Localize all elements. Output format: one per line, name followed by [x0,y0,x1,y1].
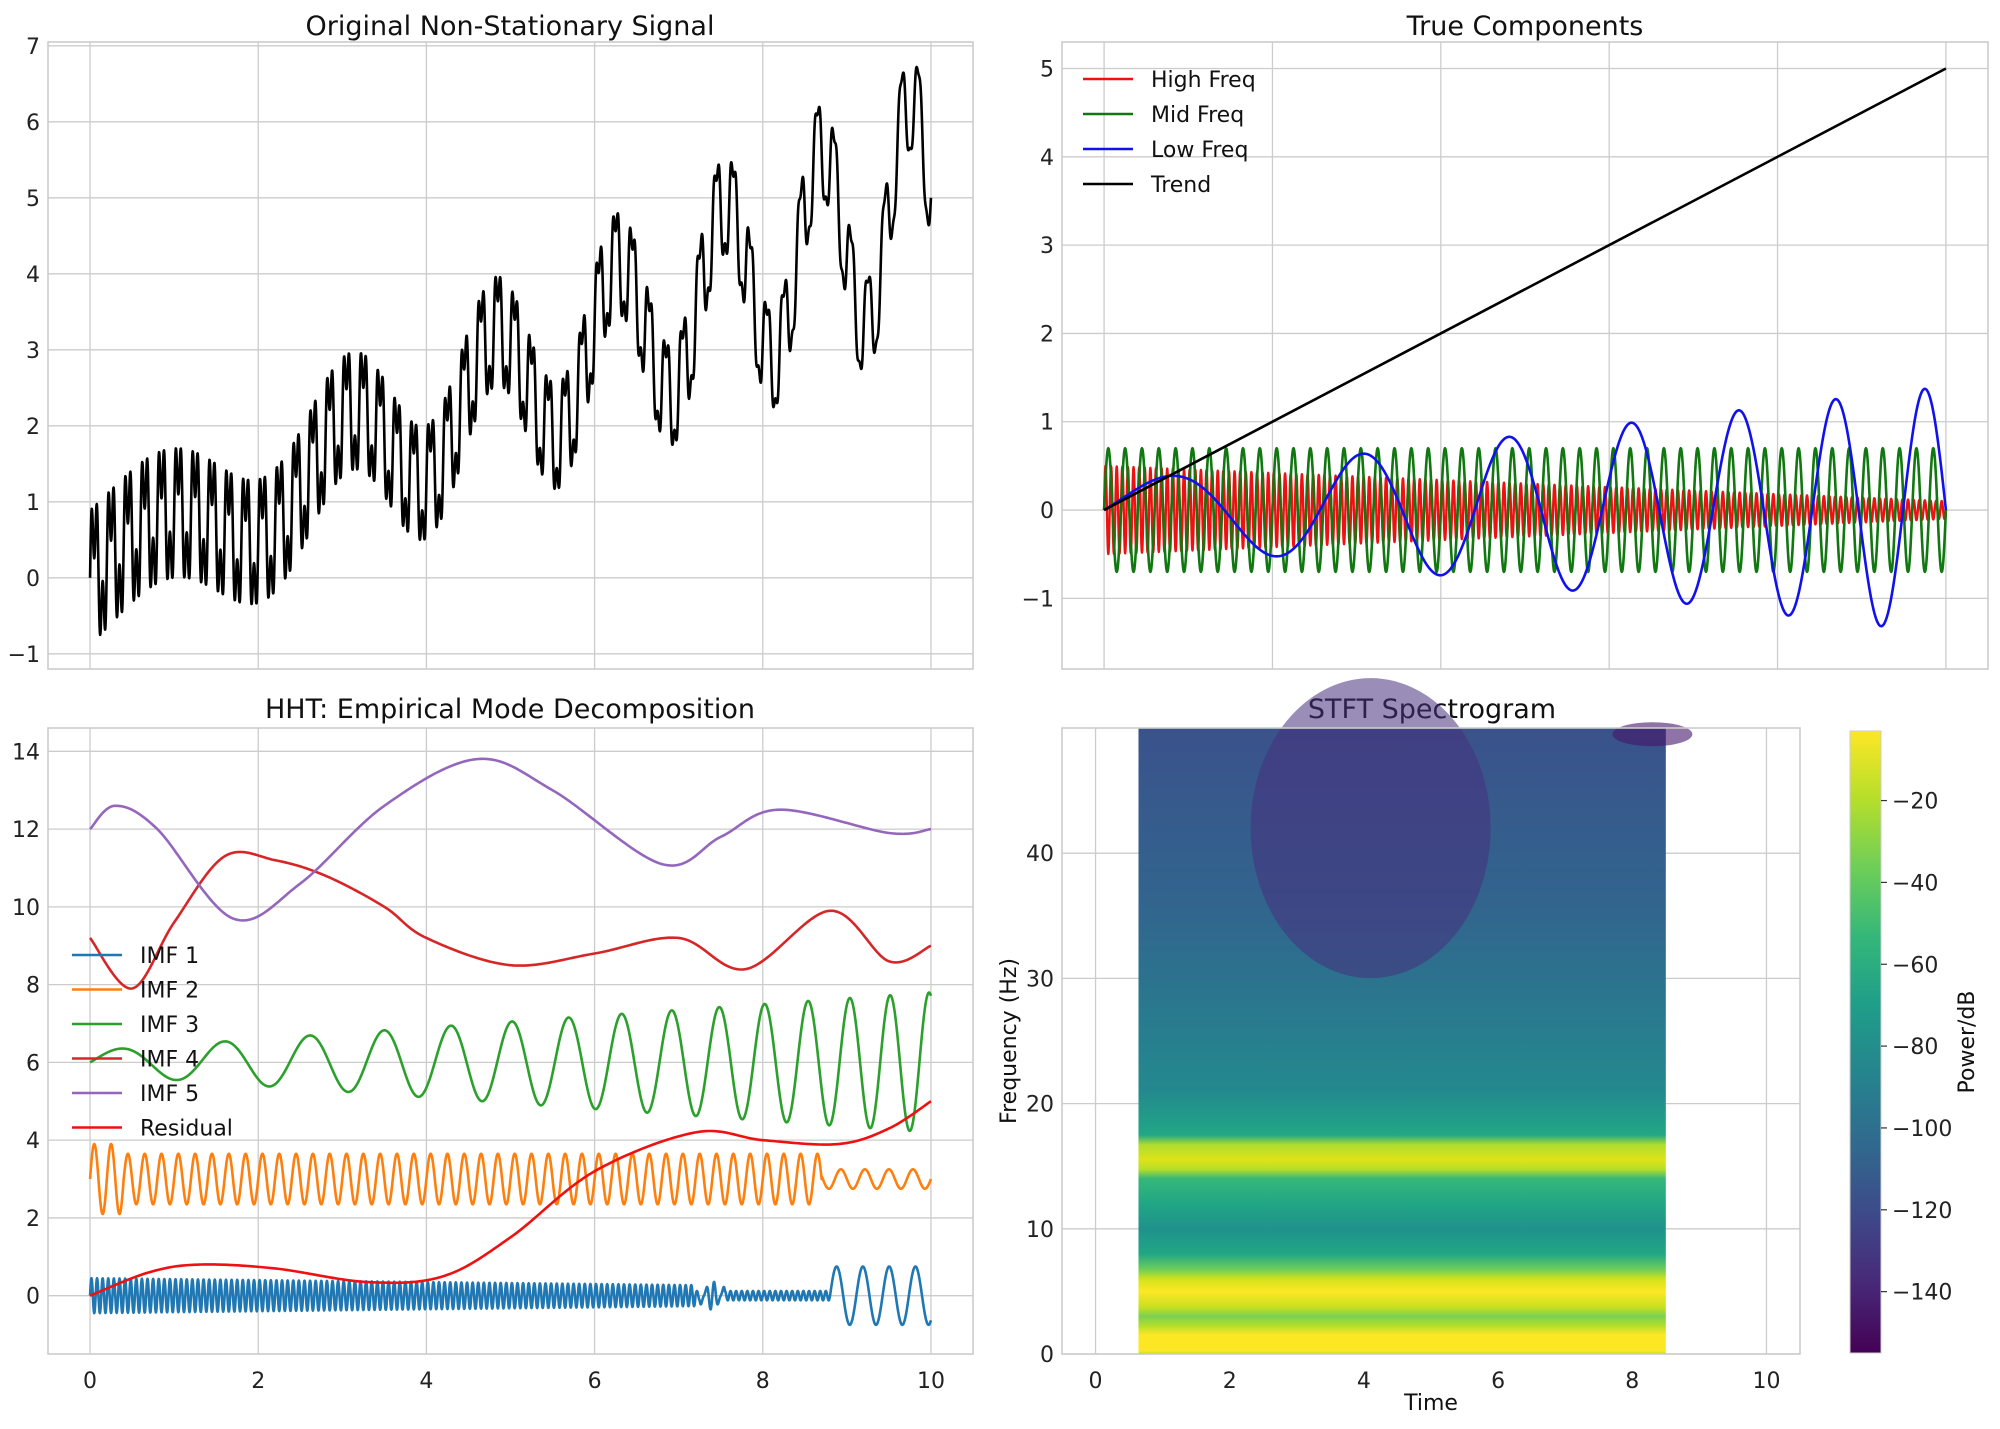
y-tick-label: 40 [1026,842,1054,867]
y-tick-label: −1 [1022,587,1054,612]
imf3-line [89,991,933,1133]
colorbar-tick-label: −80 [1892,1035,1938,1060]
imf4-line [89,850,932,990]
y-tick-label: 0 [1040,499,1054,524]
legend: IMF 1 IMF 2 IMF 3 IMF 4 IMF 5 Residual [72,944,233,1142]
subplot-original-signal: Original Non-Stationary Signal −1 0 1 2 3 4 5 6… [8,11,974,670]
y-tick-label: 4 [26,1129,40,1154]
axes-frame [47,727,974,1355]
colorbar-tick-label: −40 [1892,871,1938,896]
y-tick-label: 4 [26,263,40,288]
legend-label: IMF 4 [140,1048,199,1073]
legend-label: IMF 5 [140,1082,199,1107]
x-tick-label: 8 [1625,1369,1639,1394]
x-tick-label: 8 [756,1369,770,1394]
x-tick-label: 2 [251,1369,265,1394]
low-freq-line [1103,387,1948,628]
tick-labels: 0 2 4 6 8 10 0 2 4 6 8 10 12 14 [12,740,945,1394]
y-tick-label: 5 [1040,57,1054,82]
x-tick-label: 10 [917,1369,945,1394]
y-tick-label: 3 [1040,234,1054,259]
x-tick-label: 10 [1752,1369,1780,1394]
plot-area [1138,678,1693,1354]
x-tick-label: 6 [1491,1369,1505,1394]
x-tick-label: 4 [1357,1369,1371,1394]
residual-line [89,1100,932,1297]
y-tick-label: 10 [1026,1218,1054,1243]
legend-label: High Freq [1151,68,1256,93]
y-axis-label: Frequency (Hz) [997,958,1022,1124]
colorbar-ticks: −20 −40 −60 −80 −100 −120 −140 [1881,790,1952,1306]
colorbar: −20 −40 −60 −80 −100 −120 −140 Power/dB [1849,730,1980,1354]
legend-label: Residual [140,1117,233,1142]
legend-label: Mid Freq [1151,103,1244,128]
x-tick-label: 4 [419,1369,433,1394]
y-tick-label: 0 [1040,1343,1054,1368]
grid [1062,42,1988,669]
y-tick-label: 30 [1026,967,1054,992]
colorbar-tick-label: −100 [1892,1117,1952,1142]
grid [48,728,973,1354]
y-tick-label: 1 [1040,411,1054,436]
legend-label: Trend [1150,173,1211,198]
colorbar-gradient [1849,730,1882,1354]
y-tick-label: 0 [26,567,40,592]
signal-line [88,65,933,637]
y-tick-label: 2 [26,1207,40,1232]
y-tick-label: 5 [26,187,40,212]
y-tick-label: 0 [26,1285,40,1310]
chart-title: True Components [1406,11,1644,42]
y-tick-label: 1 [26,491,40,516]
y-tick-label: 2 [26,415,40,440]
colorbar-tick-label: −140 [1892,1281,1952,1306]
y-tick-label: 7 [26,35,40,60]
y-tick-label: 14 [12,740,40,765]
x-tick-label: 0 [83,1369,97,1394]
axes-frame [47,41,974,670]
plot-area [88,65,933,637]
tick-labels: −1 0 1 2 3 4 5 [1022,57,1054,612]
plot-area [88,757,933,1327]
low-power-region [1250,678,1491,979]
imf1-line [88,1265,933,1327]
legend-label: IMF 2 [140,979,199,1004]
legend: High Freq Mid Freq Low Freq Trend [1083,68,1256,198]
chart-title: HHT: Empirical Mode Decomposition [265,694,755,725]
colorbar-tick-label: −120 [1892,1199,1952,1224]
y-tick-label: 2 [1040,322,1054,347]
plot-area [1102,67,1948,628]
imf2-line [88,1142,933,1216]
colorbar-tick-label: −20 [1892,790,1938,815]
subplot-stft-spectrogram: STFT Spectrogram [997,678,1980,1416]
trend-line [1103,67,1947,512]
chart-title: Original Non-Stationary Signal [306,11,715,42]
x-axis-label: Time [1403,1391,1458,1416]
y-tick-label: 10 [12,896,40,921]
x-tick-label: 0 [1089,1369,1103,1394]
tick-labels: −1 0 1 2 3 4 5 6 7 [8,35,40,668]
colorbar-label: Power/dB [1955,991,1980,1094]
y-tick-label: 20 [1026,1093,1054,1118]
imf5-line [89,757,932,922]
y-tick-label: 12 [12,818,40,843]
y-tick-label: −1 [8,643,40,668]
subplot-true-components: True Components −1 0 1 2 3 4 5 High Freq Mid Fr… [1022,11,1989,670]
legend-label: Low Freq [1151,138,1248,163]
y-tick-label: 6 [26,1051,40,1076]
y-tick-label: 4 [1040,146,1054,171]
axes-frame [1061,727,1801,1355]
tick-labels: 0 2 4 6 8 10 0 10 20 30 40 [1026,842,1780,1394]
subplot-hht-emd: HHT: Empirical Mode Decomposition 0 2 4 6 8 1… [12,694,974,1394]
low-power-corner [1612,722,1693,747]
y-tick-label: 3 [26,339,40,364]
axes-frame [1061,41,1989,670]
y-tick-label: 6 [26,111,40,136]
legend-label: IMF 3 [140,1013,199,1038]
colorbar-tick-label: −60 [1892,953,1938,978]
x-tick-label: 2 [1223,1369,1237,1394]
legend-label: IMF 1 [140,944,199,969]
y-tick-label: 8 [26,974,40,999]
x-tick-label: 6 [588,1369,602,1394]
